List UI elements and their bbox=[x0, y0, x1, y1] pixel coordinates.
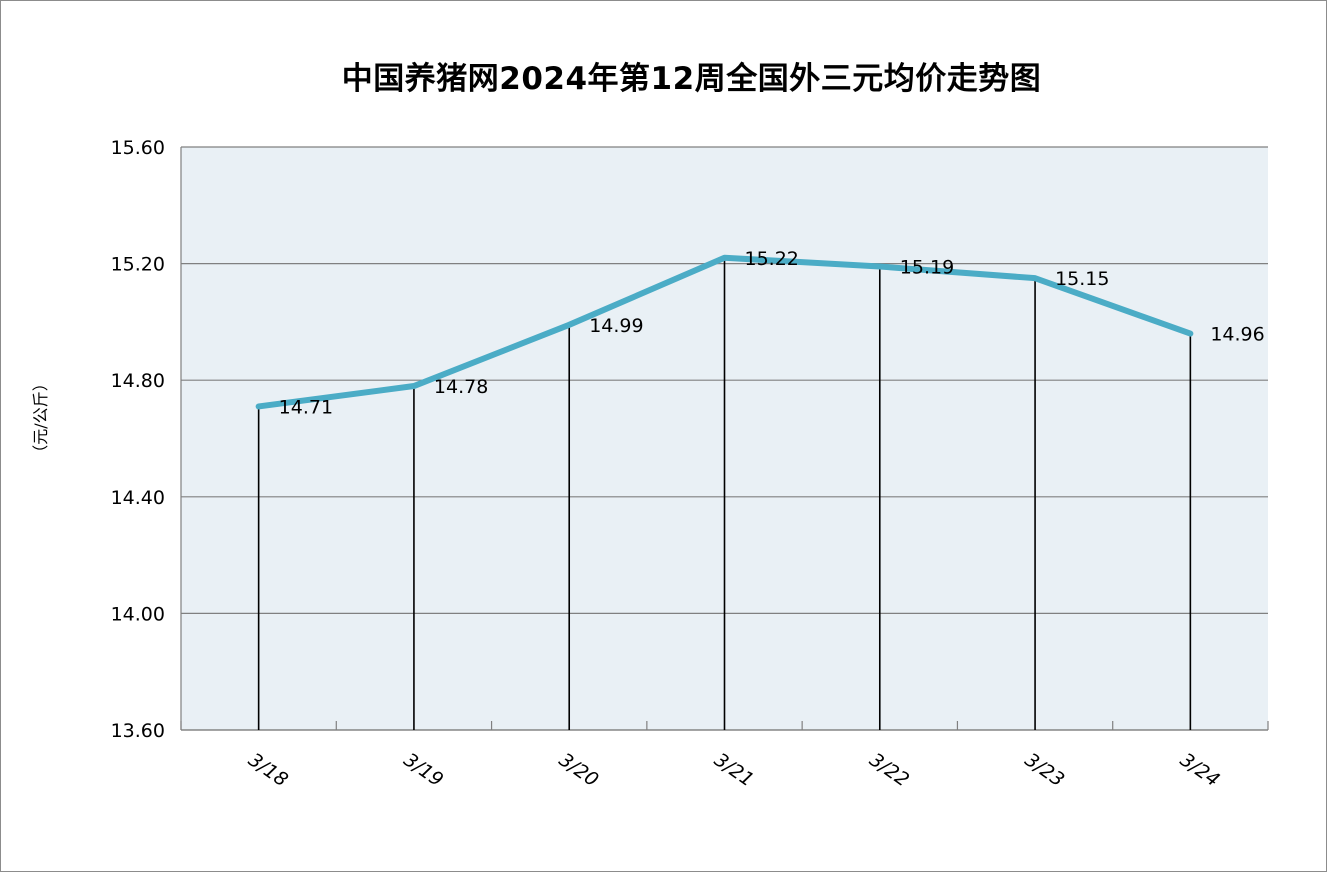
x-tick-label: 3/20 bbox=[555, 749, 603, 791]
y-tick-label: 15.60 bbox=[111, 137, 165, 159]
data-label: 14.96 bbox=[1210, 324, 1264, 346]
y-tick-label: 15.20 bbox=[111, 254, 165, 276]
x-tick-label: 3/22 bbox=[865, 749, 913, 791]
data-label: 15.19 bbox=[900, 257, 954, 279]
data-label: 14.99 bbox=[589, 315, 643, 337]
x-tick-label: 3/18 bbox=[244, 749, 292, 791]
x-tick-label: 3/21 bbox=[710, 749, 758, 791]
y-tick-label: 14.80 bbox=[111, 370, 165, 392]
x-tick-label: 3/24 bbox=[1176, 749, 1224, 791]
y-tick-label: 14.00 bbox=[111, 603, 165, 625]
data-label: 14.71 bbox=[279, 396, 333, 418]
chart-title: 中国养猪网2024年第12周全国外三元均价走势图 bbox=[341, 61, 1042, 97]
x-tick-label: 3/23 bbox=[1021, 749, 1069, 791]
x-tick-label: 3/19 bbox=[400, 749, 448, 791]
series-line bbox=[255, 254, 1194, 410]
data-label: 15.22 bbox=[745, 248, 799, 270]
y-tick-label: 13.60 bbox=[111, 720, 165, 742]
data-label: 14.78 bbox=[434, 376, 488, 398]
data-label: 15.15 bbox=[1055, 268, 1109, 290]
y-tick-label: 14.40 bbox=[111, 487, 165, 509]
